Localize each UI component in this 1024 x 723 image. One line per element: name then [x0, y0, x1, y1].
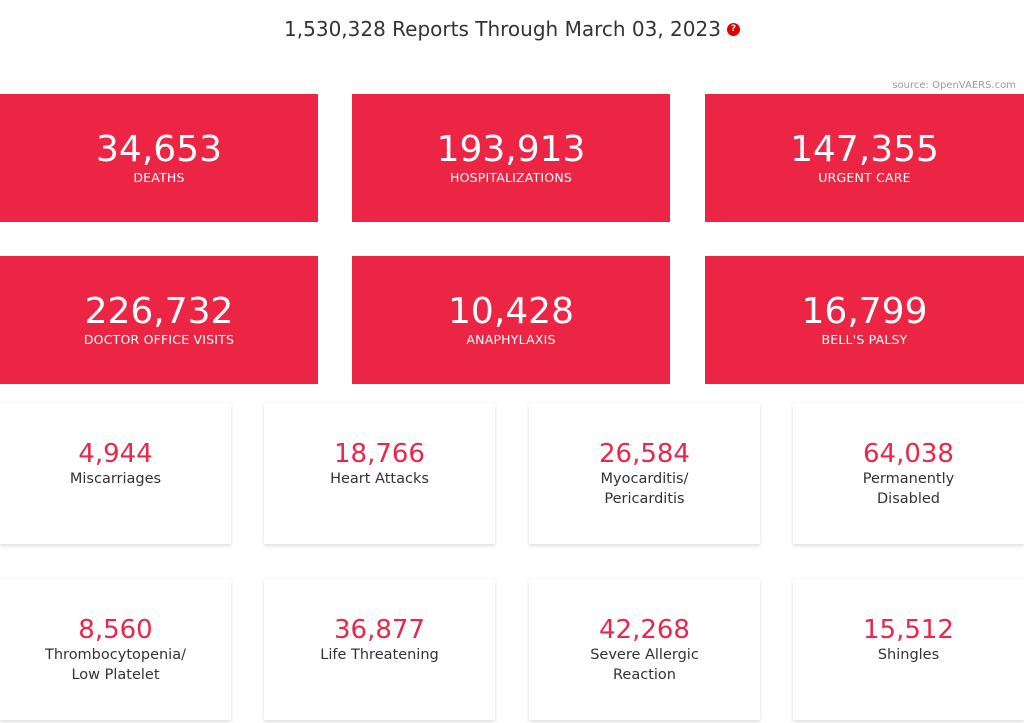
stat-label: Severe Allergic Reaction	[590, 647, 699, 683]
stat-label: Myocarditis/ Pericarditis	[600, 471, 689, 507]
stat-label: URGENT CARE	[818, 170, 911, 185]
stat-label: Thrombocytopenia/ Low Platelet	[45, 647, 186, 683]
stat-label: BELL'S PALSY	[821, 332, 908, 347]
stat-card-myocarditis: 26,584 Myocarditis/ Pericarditis	[529, 403, 760, 544]
stat-label: DOCTOR OFFICE VISITS	[83, 332, 235, 347]
stat-label: Miscarriages	[69, 471, 162, 487]
stat-value: 193,913	[436, 129, 586, 170]
stat-label: Life Threatening	[320, 647, 439, 663]
stat-card-hospitalizations: 193,913 HOSPITALIZATIONS	[352, 94, 670, 222]
stat-card-thrombocytopenia: 8,560 Thrombocytopenia/ Low Platelet	[0, 579, 231, 720]
stat-label: ANAPHYLAXIS	[466, 332, 556, 347]
stat-card-permanently-disabled: 64,038 Permanently Disabled	[793, 403, 1024, 544]
stat-value: 18,766	[334, 439, 425, 469]
stat-value: 34,653	[96, 129, 222, 170]
stat-value: 4,944	[78, 439, 153, 469]
stat-value: 16,799	[801, 291, 928, 332]
stat-label: Heart Attacks	[330, 471, 429, 487]
source-credit: source: OpenVAERS.com	[892, 80, 1016, 91]
stat-card-miscarriages: 4,944 Miscarriages	[0, 403, 231, 544]
stat-card-bells-palsy: 16,799 BELL'S PALSY	[705, 256, 1024, 384]
stat-value: 226,732	[84, 291, 234, 332]
stat-label: Shingles	[877, 647, 940, 663]
stat-card-severe-allergic-reaction: 42,268 Severe Allergic Reaction	[529, 579, 760, 720]
stat-value: 42,268	[599, 615, 690, 645]
question-mark-icon[interactable]: ?	[726, 23, 740, 36]
stat-card-life-threatening: 36,877 Life Threatening	[264, 579, 495, 720]
stat-value: 8,560	[78, 615, 153, 645]
stat-card-deaths: 34,653 DEATHS	[0, 94, 318, 222]
stat-value: 64,038	[863, 439, 954, 469]
stat-card-urgent-care: 147,355 URGENT CARE	[705, 94, 1024, 222]
stat-value: 26,584	[599, 439, 690, 469]
stat-label: Permanently Disabled	[862, 471, 955, 507]
stat-value: 15,512	[863, 615, 954, 645]
page-title: 1,530,328 Reports Through March 03, 2023…	[0, 14, 1024, 44]
stat-card-anaphylaxis: 10,428 ANAPHYLAXIS	[352, 256, 670, 384]
stat-card-heart-attacks: 18,766 Heart Attacks	[264, 403, 495, 544]
stat-card-doctor-office-visits: 226,732 DOCTOR OFFICE VISITS	[0, 256, 318, 384]
stat-value: 147,355	[790, 129, 939, 170]
stat-card-shingles: 15,512 Shingles	[793, 579, 1024, 720]
stat-label: HOSPITALIZATIONS	[449, 170, 573, 185]
stat-value: 36,877	[334, 615, 425, 645]
reports-headline: 1,530,328 Reports Through March 03, 2023	[284, 17, 721, 41]
stat-value: 10,428	[448, 291, 574, 332]
stat-label: DEATHS	[133, 170, 185, 185]
